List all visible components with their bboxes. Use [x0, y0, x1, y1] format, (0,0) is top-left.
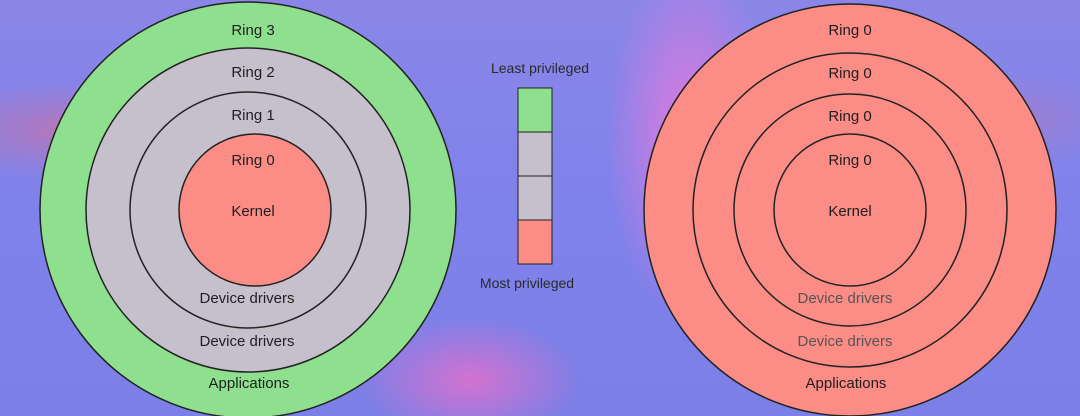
right-ring-label-1: Ring 0: [828, 22, 872, 39]
left-ring-0-label: Ring 0: [231, 152, 275, 169]
left-ring-3-label: Ring 3: [231, 22, 275, 39]
privilege-bar: [517, 87, 553, 265]
right-device-drivers-outer-label: Device drivers: [797, 333, 893, 350]
right-ring-diagram: [643, 3, 1057, 416]
right-ring-label-2: Ring 0: [828, 65, 872, 82]
most-privileged-label: Most privileged: [479, 275, 575, 291]
right-ring-c-circle: [773, 133, 927, 287]
privilege-level-ring-0: [517, 219, 553, 265]
right-applications-label: Applications: [805, 375, 887, 392]
right-device-drivers-inner-label: Device drivers: [797, 290, 893, 307]
right-kernel-label: Kernel: [828, 203, 872, 220]
privilege-level-ring-3: [517, 87, 553, 133]
left-ring-diagram: [39, 1, 457, 416]
left-kernel-label: Kernel: [231, 203, 275, 220]
left-applications-label: Applications: [208, 375, 290, 392]
right-ring-label-4: Ring 0: [828, 152, 872, 169]
left-ring-0-disc: [178, 133, 332, 287]
privilege-level-ring-2: [517, 131, 553, 177]
left-ring-1-label: Ring 1: [231, 107, 275, 124]
left-device-drivers-inner-label: Device drivers: [199, 290, 295, 307]
right-ring-label-3: Ring 0: [828, 108, 872, 125]
left-device-drivers-outer-label: Device drivers: [199, 333, 295, 350]
least-privileged-label: Least privileged: [490, 60, 590, 76]
left-ring-2-label: Ring 2: [231, 64, 275, 81]
privilege-level-ring-1: [517, 175, 553, 221]
